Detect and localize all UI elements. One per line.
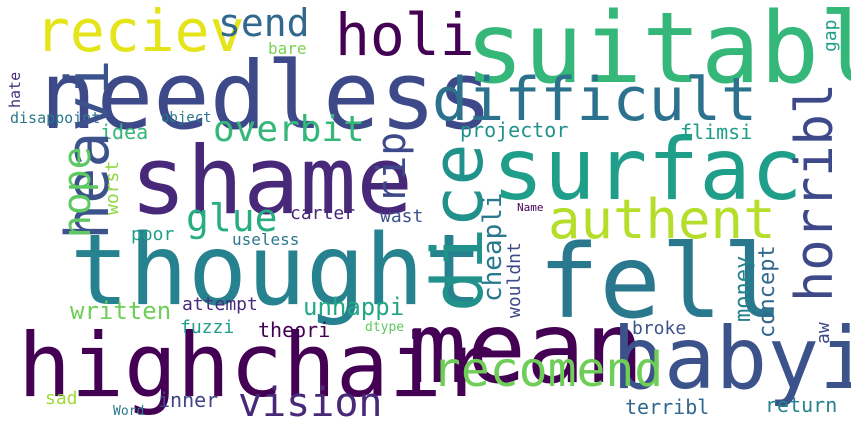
word-disappoint: disappoint [10, 109, 101, 127]
word-babyi: babyi [612, 309, 851, 409]
word-suitabl: suitabl [465, 0, 851, 106]
word-idea: idea [100, 120, 149, 144]
word-Name: Name [517, 201, 544, 214]
word-broke: broke [632, 318, 687, 339]
word-projector: projector [460, 118, 569, 142]
word-difficult: difficult [432, 65, 758, 135]
word-fell: fell [538, 223, 784, 342]
word-flimsi: flimsi [680, 120, 753, 144]
word-theori: theori [258, 318, 331, 342]
word-inner: inner [158, 388, 219, 412]
word-holi: holi [335, 1, 475, 69]
word-highchair: highchair [18, 314, 495, 417]
word-fuzzi: fuzzi [180, 317, 235, 338]
word-cheapli: cheapli [478, 192, 508, 302]
word-shame: shame [130, 127, 413, 236]
word-reciev: reciev [35, 0, 245, 65]
word-horribl: horribl [785, 82, 845, 302]
word-wast: wast [380, 206, 424, 227]
word-money: money [731, 255, 756, 322]
word-terribl: terribl [625, 395, 710, 419]
word-recomend: recomend [432, 342, 664, 398]
word-sad: sad [45, 388, 78, 409]
word-surfac: surfac [492, 120, 803, 220]
word-written: written [70, 297, 172, 325]
word-object: object [161, 110, 212, 126]
word-worst: worst [102, 160, 123, 215]
word-useless: useless [232, 230, 300, 249]
word-glue: glue [186, 196, 278, 240]
word-attempt: attempt [182, 294, 258, 315]
word-vision: vision [238, 380, 383, 426]
word-send: send [218, 1, 310, 45]
word-rip: rip [369, 131, 415, 204]
word-concept: concept [755, 245, 780, 338]
word-nope: nope [55, 146, 99, 238]
word-mean: mean [408, 292, 645, 406]
word-authent: authent [548, 188, 776, 251]
word-dtype: dtype [365, 320, 405, 335]
word-hate: hate [6, 71, 24, 108]
word-gap: gap [820, 19, 841, 52]
word-wouldnt: wouldnt [504, 242, 525, 318]
word-carter: carter [290, 203, 356, 224]
word-return: return [765, 393, 838, 417]
word-bare: bare [268, 39, 307, 58]
word-needless: needless [40, 42, 493, 151]
word-overbit: overbit [213, 109, 365, 150]
word-unhappi: unhappi [303, 293, 405, 321]
word-thought: thought [70, 214, 484, 328]
word-aw: aw [813, 322, 834, 344]
word-Word: Word [113, 404, 145, 419]
word-poor: poor [131, 224, 175, 245]
